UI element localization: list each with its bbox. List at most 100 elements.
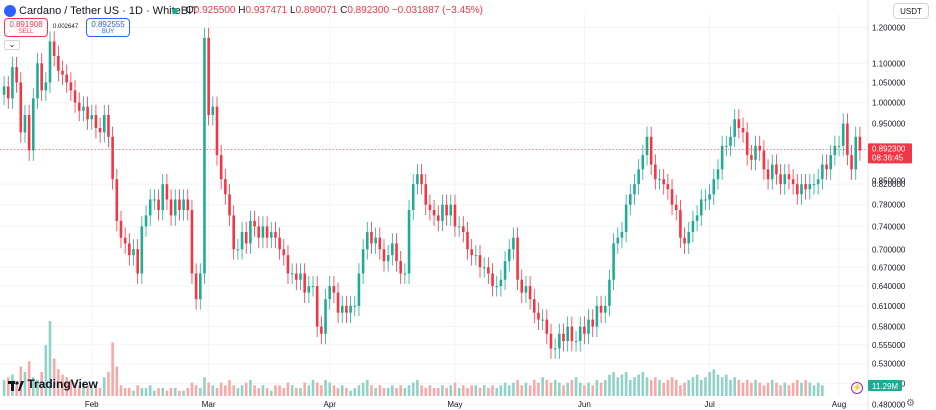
close-label: C — [340, 5, 348, 16]
volume-bar — [286, 382, 290, 396]
gear-icon[interactable]: ⚙ — [906, 398, 915, 409]
candle-body — [449, 204, 453, 216]
candle-body — [361, 249, 365, 274]
candle-body — [86, 106, 89, 120]
candle-body — [165, 184, 169, 200]
candle-body — [516, 237, 519, 280]
volume-bar — [578, 382, 582, 396]
volume-bar — [374, 387, 377, 396]
candle-body — [695, 215, 699, 221]
candle-body — [144, 215, 148, 227]
volume-bar — [2, 379, 6, 396]
volume-bar — [178, 390, 181, 396]
candle-body — [503, 261, 507, 280]
volume-bar — [274, 385, 277, 396]
volume-bar — [804, 379, 807, 396]
volume-bar — [315, 382, 319, 396]
candle-body — [36, 63, 39, 99]
time-tick-label: May — [447, 400, 462, 409]
lightning-icon[interactable]: ⚡ — [851, 382, 863, 394]
price-tick-label: 0.700000 — [872, 245, 906, 254]
sell-button[interactable]: 0.891908 SELL — [4, 18, 48, 37]
volume-bar — [495, 387, 499, 396]
candle-body — [403, 273, 407, 275]
currency-button[interactable]: USDT — [893, 3, 929, 19]
candle-body — [491, 273, 494, 287]
volume-bar — [770, 379, 774, 396]
volume-bar — [386, 387, 390, 396]
candle-body — [265, 226, 269, 238]
volume-bar — [36, 379, 39, 396]
tradingview-logo[interactable]: TradingView — [8, 377, 98, 391]
price-tick-label: 1.050000 — [872, 78, 906, 87]
volume-bar — [587, 382, 590, 396]
volume-bar — [295, 387, 298, 396]
volume-bar — [48, 321, 52, 396]
candle-body — [654, 164, 657, 180]
candle-body — [199, 273, 202, 300]
candle-body — [574, 341, 578, 343]
candle-body — [382, 249, 386, 262]
volume-bar — [407, 385, 411, 396]
price-tick-label: 0.950000 — [872, 120, 906, 129]
candle-body — [311, 286, 315, 288]
candle-body — [253, 220, 256, 227]
volume-bar — [86, 385, 89, 396]
volume-bar — [320, 385, 323, 396]
volume-bar — [491, 385, 494, 396]
volume-bar — [173, 387, 177, 396]
candle-body — [474, 255, 478, 257]
collapse-chevron-icon[interactable]: ⌄ — [4, 40, 20, 50]
candle-body — [741, 127, 745, 133]
volume-bar — [720, 377, 724, 396]
buy-button[interactable]: 0.892555 BUY — [86, 18, 130, 37]
candle-body — [528, 286, 532, 300]
candle-body — [762, 150, 766, 170]
candle-body — [441, 204, 444, 221]
volume-bar — [416, 379, 419, 396]
volume-bar — [44, 345, 48, 396]
candle-body — [336, 292, 340, 313]
candle-body — [11, 67, 14, 99]
candle-body — [328, 286, 332, 300]
volume-bar — [424, 387, 428, 396]
volume-bar — [432, 387, 436, 396]
candle-body — [658, 179, 661, 181]
volume-bar — [282, 387, 286, 396]
candle-body — [779, 174, 782, 185]
candle-body — [770, 164, 774, 180]
volume-bar — [453, 382, 457, 396]
volume-bar — [466, 387, 469, 396]
volume-bar — [353, 387, 357, 396]
volume-bar — [537, 382, 540, 396]
candle-body — [203, 37, 206, 274]
volume-bar — [691, 377, 695, 396]
volume-bar — [224, 385, 227, 396]
volume-bar — [670, 377, 674, 396]
volume-bar — [662, 382, 665, 396]
volume-bar — [303, 382, 306, 396]
volume-bar — [791, 382, 795, 396]
candle-body — [432, 210, 436, 216]
symbol-title[interactable]: Cardano / Tether US · 1D · WhiteBIT — [19, 5, 198, 17]
candle-body — [629, 194, 632, 205]
candle-body — [119, 220, 123, 238]
spread-value: 0.002647 — [53, 24, 79, 30]
time-axis: FebMarAprMayJunJulAugSep — [85, 400, 846, 409]
volume-bar — [148, 385, 152, 396]
volume-bar — [378, 385, 382, 396]
volume-bar — [512, 382, 515, 396]
volume-bar — [399, 385, 402, 396]
candle-body — [754, 145, 757, 160]
candle-body — [73, 90, 77, 103]
partial-price-label: 0.850000 — [872, 176, 906, 185]
candle-body — [90, 115, 94, 120]
candle-body — [40, 63, 43, 91]
candle-body — [570, 326, 574, 342]
candle-body — [445, 204, 448, 216]
candle-body — [578, 326, 582, 342]
candle-body — [453, 204, 457, 227]
volume-bar — [136, 385, 139, 396]
candle-body — [725, 145, 728, 147]
